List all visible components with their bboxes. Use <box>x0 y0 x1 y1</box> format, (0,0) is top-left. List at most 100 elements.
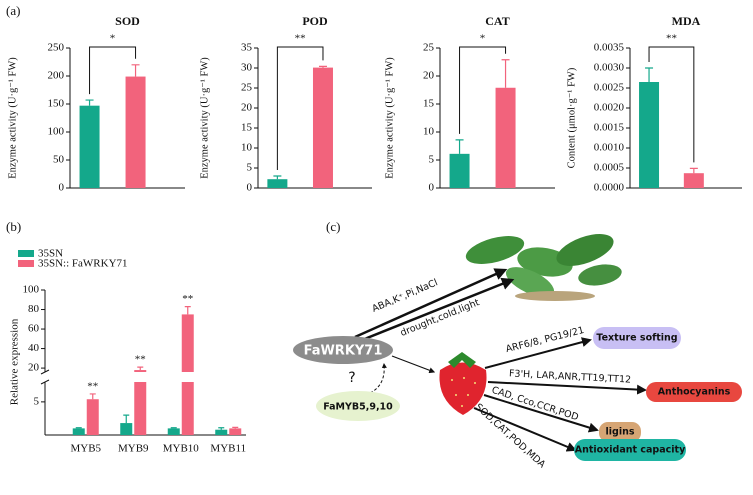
arrow <box>483 394 599 433</box>
node-label: ligins <box>606 427 635 438</box>
y-tick-label: 10 <box>241 142 253 154</box>
y-tick-label: 0 <box>429 182 435 194</box>
y-tick-label: 20 <box>241 102 253 114</box>
y-tick-label: 35 <box>241 42 253 54</box>
error-bar <box>318 65 327 68</box>
y-tick-label: 200 <box>48 70 65 82</box>
node-shape <box>316 391 400 421</box>
node-label: FaMYB5,9,10 <box>323 402 393 413</box>
error-bar <box>455 139 464 154</box>
panel-label: (a) <box>6 3 20 18</box>
arrow <box>473 407 577 452</box>
y-tick-label: 20 <box>28 362 40 374</box>
y-tick-label: 20 <box>423 70 435 82</box>
node-shape <box>646 382 742 402</box>
error-bar <box>170 427 177 429</box>
y-axis-label: Enzyme activity (U·g⁻¹ FW) <box>7 57 18 179</box>
bar <box>79 105 100 188</box>
y-tick-label: 5 <box>34 395 40 407</box>
y-tick-label: 0 <box>247 182 253 194</box>
y-tick-label: 60 <box>28 323 40 335</box>
dashed-arrow <box>369 363 387 394</box>
edge-label: drought,cold,light <box>399 297 481 339</box>
error-bar <box>137 366 144 371</box>
error-bar <box>501 59 510 88</box>
bar <box>312 67 333 188</box>
node-label: Antioxidant capacity <box>575 445 686 456</box>
axis-break <box>40 369 50 375</box>
y-tick-label: 5 <box>429 154 435 166</box>
y-axis-label: Content (μmol·g⁻¹ FW) <box>566 67 577 168</box>
arrow <box>354 268 508 339</box>
y-tick-label: 0.0025 <box>594 82 625 94</box>
node-label: Anthocyanins <box>658 387 731 398</box>
node-shape <box>293 336 393 364</box>
error-bar <box>273 175 282 180</box>
x-tick-label: MYB11 <box>210 443 246 455</box>
axis-break <box>40 379 50 385</box>
error-bar <box>89 393 96 400</box>
bar <box>639 82 660 188</box>
y-tick-label: 25 <box>423 42 435 54</box>
legend-swatch <box>18 250 34 257</box>
legend-swatch <box>18 260 34 267</box>
bar <box>134 370 147 372</box>
y-tick-label: 150 <box>48 98 65 110</box>
y-tick-label: 0.0020 <box>594 102 625 114</box>
error-bar <box>85 99 94 106</box>
significance-label: ** <box>135 354 146 366</box>
legend-label: 35SN:: FaWRKY71 <box>38 258 128 270</box>
chart-title: MDA <box>672 14 701 28</box>
bar <box>120 423 133 435</box>
y-tick-label: 5 <box>247 162 253 174</box>
x-tick-label: MYB9 <box>118 443 149 455</box>
arrow <box>391 355 436 374</box>
error-bar <box>131 64 140 77</box>
diagram: FaWRKY71 FaMYB5,9,10 ? Texture softing A… <box>293 234 742 471</box>
bar <box>215 429 228 435</box>
panel-label: (c) <box>326 219 340 234</box>
y-tick-label: 50 <box>53 154 65 166</box>
node-label: FaWRKY71 <box>304 344 383 359</box>
bar <box>86 399 99 435</box>
error-bar <box>645 67 654 82</box>
bar <box>181 314 194 372</box>
edge-label: ABA,K⁺,Pi,NaCl <box>371 277 440 315</box>
significance-label: ** <box>182 293 193 305</box>
node-shape <box>599 422 641 442</box>
chart-title: SOD <box>115 14 140 28</box>
y-tick-label: 0.0015 <box>594 122 625 134</box>
chart-title: CAT <box>485 14 509 28</box>
bar <box>229 428 242 435</box>
y-tick-label: 0.0000 <box>594 182 625 194</box>
y-tick-label: 100 <box>23 284 40 296</box>
y-tick-label: 30 <box>241 62 253 74</box>
y-tick-label: 0.0030 <box>594 62 625 74</box>
bar <box>125 76 146 188</box>
node-shape <box>574 439 686 461</box>
bar <box>72 428 85 435</box>
y-tick-label: 100 <box>48 126 65 138</box>
y-tick-label: 80 <box>28 303 40 315</box>
node-label: Texture softing <box>596 333 677 344</box>
chart-title: POD <box>302 14 328 28</box>
bar <box>134 382 147 435</box>
error-bar <box>689 167 698 174</box>
edge-label: ARF6/8, PG19/21 <box>505 325 586 355</box>
significance-label: ** <box>666 33 677 45</box>
leaf-illustration <box>465 234 622 301</box>
bar <box>495 87 516 188</box>
x-tick-label: MYB5 <box>70 443 101 455</box>
strawberry <box>439 352 487 415</box>
y-tick-label: 0.0010 <box>594 142 625 154</box>
y-tick-label: 0 <box>59 182 65 194</box>
unknown-label: ? <box>348 370 355 386</box>
error-bar <box>75 427 82 429</box>
y-tick-label: 0.0035 <box>594 42 625 54</box>
panel-label: (b) <box>6 219 21 234</box>
legend-label: 35SN <box>38 248 63 260</box>
significance-label: ** <box>87 380 98 392</box>
node-shape <box>593 327 681 349</box>
bar <box>683 173 704 188</box>
error-bar <box>184 305 191 315</box>
